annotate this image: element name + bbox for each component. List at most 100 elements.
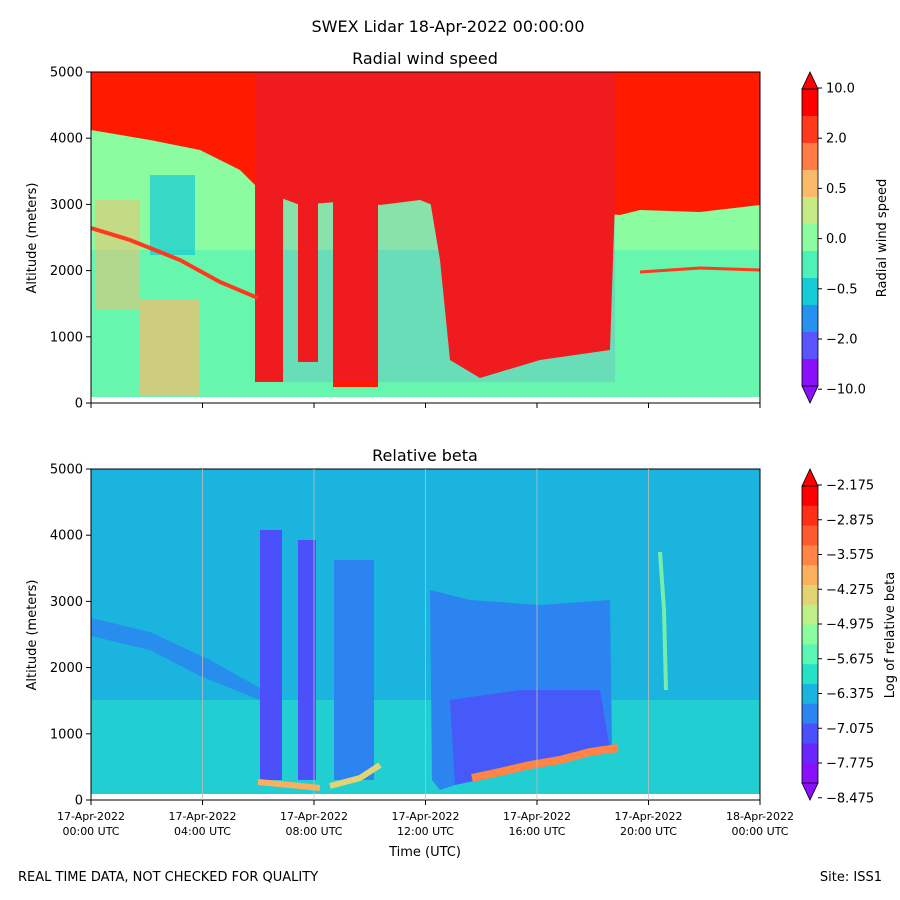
colorbar-level (802, 545, 818, 566)
colorbar-tick-label: −6.375 (826, 687, 874, 702)
colorbar-tick-label: −4.275 (826, 583, 874, 598)
colorbar-tick-label: −7.075 (826, 722, 874, 737)
beta-surface-layer-1 (257, 779, 321, 791)
wind-noise-speckle (255, 72, 615, 382)
colorbar-level (802, 703, 818, 725)
colorbar-frame (801, 485, 819, 784)
ytick-label: 2000 (50, 264, 83, 279)
wind-descending-layer-right (639, 266, 760, 274)
quality-disclaimer: REAL TIME DATA, NOT CHECKED FOR QUALITY (18, 870, 319, 885)
colorbar-tick-label: −3.575 (826, 548, 874, 563)
top-panel: Radial wind speed Altitude (meters) (25, 49, 890, 412)
colorbar-level (802, 143, 818, 171)
colorbar-extend-min (801, 782, 819, 801)
colorbar-level (802, 305, 818, 333)
site-label: Site: ISS1 (819, 870, 882, 885)
xtick-time: 16:00 UTC (508, 825, 565, 838)
xtick-date: 18-Apr-2022 (726, 810, 794, 823)
colorbar-extend-max (801, 71, 819, 90)
colorbar-level (802, 251, 818, 279)
top-xticks (90, 403, 761, 408)
ytick-label: 4000 (50, 132, 83, 147)
colorbar-level (802, 604, 818, 626)
wind-noise-column-3 (333, 72, 378, 387)
colorbar-tick-label: −2.175 (826, 479, 874, 494)
wind-speed-image (91, 72, 760, 403)
beta-dark-column-3 (334, 560, 374, 780)
figure-suptitle: SWEX Lidar 18-Apr-2022 00:00:00 (312, 17, 585, 36)
xtick-time: 20:00 UTC (620, 825, 677, 838)
colorbar-tick-label: −0.5 (826, 282, 858, 297)
bottom-yticks: 0 1000 2000 3000 4000 5000 (50, 463, 91, 809)
colorbar-tick-label: −2.0 (826, 333, 858, 348)
wind-colorbar-label: Radial wind speed (875, 179, 890, 297)
colorbar-level (802, 224, 818, 252)
colorbar-level (802, 565, 818, 586)
xtick-date: 17-Apr-2022 (614, 810, 682, 823)
bottom-ylabel: Altitude (meters) (25, 580, 40, 691)
colorbar-level (802, 116, 818, 144)
xtick-time: 00:00 UTC (62, 825, 119, 838)
beta-colorbar-label: Log of relative beta (883, 572, 898, 699)
beta-colorbar: −2.175 −2.875 −3.575 −4.275 −4.975 −5.675 −6.3… (801, 468, 874, 806)
beta-dark-column-2 (298, 540, 316, 780)
colorbar-level (802, 170, 818, 198)
beta-surface-layer-2 (329, 762, 382, 789)
colorbar-level (802, 197, 818, 225)
colorbar-level (802, 624, 818, 645)
colorbar-tick-label: 2.0 (826, 132, 847, 147)
xtick-time: 00:00 UTC (731, 825, 788, 838)
colorbar-level (802, 525, 818, 546)
colorbar-tick-label: 0.5 (826, 182, 847, 197)
colorbar-level (802, 723, 818, 744)
wind-cool-streaks (91, 250, 760, 400)
colorbar-tick-label: −7.775 (826, 757, 874, 772)
colorbar-level (802, 89, 818, 117)
colorbar-tick-label: 0.0 (826, 232, 847, 247)
bottom-xlabel: Time (UTC) (388, 845, 461, 860)
ytick-label: 1000 (50, 727, 83, 742)
colorbar-tick-label: 10.0 (826, 82, 855, 97)
ytick-label: 5000 (50, 463, 83, 478)
ytick-label: 4000 (50, 529, 83, 544)
colorbar-extend-max (801, 468, 819, 487)
xtick-time: 04:00 UTC (174, 825, 231, 838)
beta-dark-column-1 (260, 530, 282, 780)
ytick-label: 2000 (50, 661, 83, 676)
wind-colorbar: 10.0 2.0 0.5 0.0 −0.5 −2.0 −10.0 (801, 71, 866, 404)
top-yticks: 0 1000 2000 3000 4000 5000 (50, 66, 91, 412)
colorbar-level (802, 359, 818, 387)
colorbar-tick-label: −4.975 (826, 618, 874, 633)
wind-noise-column-1 (255, 72, 283, 382)
bottom-panel-title: Relative beta (372, 446, 478, 465)
colorbar-frame (801, 88, 819, 387)
ytick-label: 3000 (50, 198, 83, 213)
ytick-label: 0 (75, 397, 83, 412)
wind-warm-patch (140, 300, 200, 395)
colorbar-level (802, 332, 818, 360)
colorbar-level (802, 644, 818, 665)
colorbar-tick-label: −5.675 (826, 652, 874, 667)
xtick-date: 17-Apr-2022 (57, 810, 125, 823)
beta-surface-layer-3 (471, 744, 619, 782)
beta-faint-streak (658, 551, 668, 691)
colorbar-tick-label: −8.475 (826, 791, 874, 806)
xtick-date: 17-Apr-2022 (391, 810, 459, 823)
colorbar-extend-min (801, 385, 819, 404)
xtick-date: 17-Apr-2022 (503, 810, 571, 823)
bottom-panel: Relative beta Altitude (meters) Time (UT… (25, 446, 898, 860)
colorbar-level (802, 505, 818, 527)
ytick-label: 5000 (50, 66, 83, 81)
colorbar-level (802, 486, 818, 507)
wind-noise-block (430, 200, 615, 378)
colorbar-level (802, 684, 818, 705)
colorbar-level (802, 763, 818, 784)
colorbar-tick-label: −2.875 (826, 513, 874, 528)
ytick-label: 0 (75, 794, 83, 809)
xtick-time: 08:00 UTC (285, 825, 342, 838)
colorbar-level (802, 664, 818, 685)
ytick-label: 1000 (50, 330, 83, 345)
colorbar-level (802, 743, 818, 764)
wind-descending-layer (91, 226, 259, 300)
wind-noise-column-2 (298, 72, 318, 362)
